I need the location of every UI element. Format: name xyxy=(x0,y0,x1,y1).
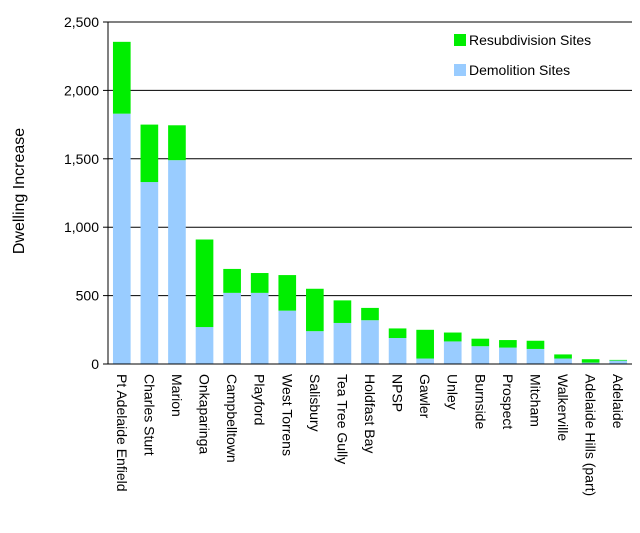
y-tick-label: 1,000 xyxy=(64,219,99,235)
x-category-label: Burnside xyxy=(472,374,488,429)
x-category-label: Unley xyxy=(445,374,461,410)
x-category-label: Tea Tree Gully xyxy=(334,374,350,464)
legend: Resubdivision Sites Demolition Sites xyxy=(454,32,591,78)
x-category-label: Pt Adelaide Enfield xyxy=(114,374,130,492)
bar-resubdivision xyxy=(443,332,462,342)
bar-demolition xyxy=(223,292,241,364)
legend-label: Demolition Sites xyxy=(469,62,570,78)
bar-demolition xyxy=(112,113,131,364)
x-category-label: Adelaide Hills (part) xyxy=(583,374,599,496)
bar-demolition xyxy=(609,360,628,364)
x-category-label: Marion xyxy=(169,374,185,417)
x-category-label: Playford xyxy=(252,374,268,425)
y-tick-label: 1,500 xyxy=(64,151,99,167)
bar-resubdivision xyxy=(499,340,517,348)
bar-resubdivision xyxy=(140,124,159,183)
bar-resubdivision xyxy=(168,125,186,161)
y-axis-label: Dwelling Increase xyxy=(11,128,28,254)
x-category-label: Mitcham xyxy=(527,374,543,427)
x-category-label: Campbelltown xyxy=(224,374,240,463)
y-tick-label: 2,500 xyxy=(64,14,99,30)
x-category-label: Salisbury xyxy=(307,374,323,432)
x-category-label: Prospect xyxy=(500,374,516,429)
bar-demolition xyxy=(168,160,186,364)
y-tick-label: 2,000 xyxy=(64,82,99,98)
bar-demolition xyxy=(554,358,572,364)
x-category-label: West Torrens xyxy=(279,374,295,456)
axes xyxy=(107,22,632,365)
bar-resubdivision xyxy=(526,340,545,349)
x-category-labels: Pt Adelaide Enfield Charles Sturt Marion On… xyxy=(114,374,626,496)
bar-resubdivision xyxy=(333,300,352,323)
bar-resubdivision xyxy=(223,268,241,293)
bar-resubdivision xyxy=(609,359,628,361)
bar-resubdivision xyxy=(112,41,131,114)
bar-resubdivision xyxy=(388,328,407,339)
bar-demolition xyxy=(250,292,269,364)
x-category-label: Adelaide xyxy=(610,374,626,429)
x-category-label: Charles Sturt xyxy=(141,374,157,456)
bar-resubdivision xyxy=(195,239,214,328)
y-tick-label: 0 xyxy=(91,356,99,372)
y-tick-labels: 0 500 1,000 1,500 2,000 2,500 xyxy=(64,14,99,372)
bar-resubdivision xyxy=(416,329,434,359)
bars xyxy=(112,41,628,364)
bar-demolition xyxy=(333,322,352,364)
bar-resubdivision xyxy=(250,273,269,293)
bar-resubdivision xyxy=(581,359,600,363)
bar-demolition xyxy=(306,331,324,364)
bar-demolition xyxy=(443,341,462,364)
y-tick-label: 500 xyxy=(76,288,100,304)
bar-demolition xyxy=(416,358,434,364)
legend-swatch xyxy=(454,64,466,76)
bar-demolition xyxy=(140,182,159,364)
x-category-label: Gawler xyxy=(417,374,433,419)
bar-resubdivision xyxy=(361,307,379,321)
x-category-label: Walkerville xyxy=(555,374,571,441)
bar-demolition xyxy=(195,327,214,364)
bar-resubdivision xyxy=(554,354,572,359)
x-category-label: NPSP xyxy=(390,374,406,412)
legend-label: Resubdivision Sites xyxy=(469,32,591,48)
x-category-label: Onkaparinga xyxy=(197,374,213,454)
bar-demolition xyxy=(361,320,379,364)
bar-demolition xyxy=(499,347,517,364)
bar-demolition xyxy=(471,346,490,364)
bar-resubdivision xyxy=(306,288,324,332)
legend-swatch xyxy=(454,34,466,46)
gridlines xyxy=(103,21,632,365)
bar-demolition xyxy=(526,348,545,364)
x-category-label: Holdfast Bay xyxy=(362,374,378,453)
bar-resubdivision xyxy=(278,275,297,311)
bar-demolition xyxy=(581,362,600,364)
bar-demolition xyxy=(388,338,407,364)
bar-resubdivision xyxy=(471,338,490,347)
bar-demolition xyxy=(278,310,297,364)
